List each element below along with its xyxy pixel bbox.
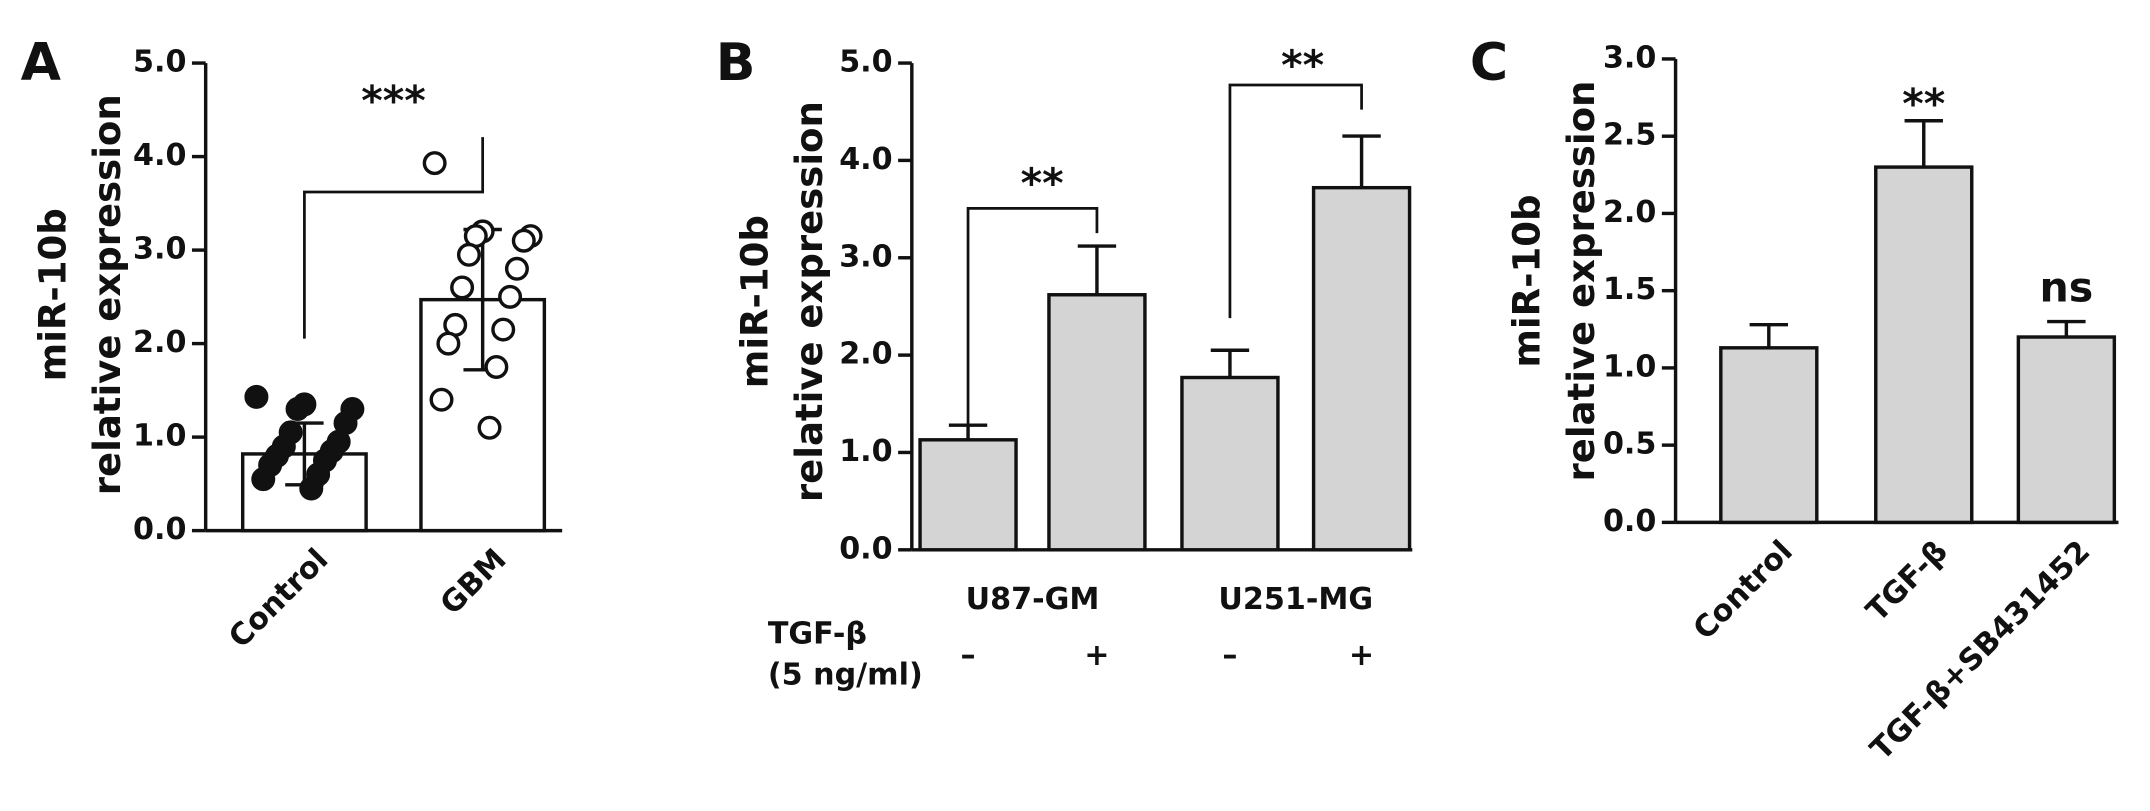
data-point [429,387,454,412]
panel-letter: B [716,33,756,93]
data-point [299,476,324,501]
treatment-label: TGF-β [768,616,867,651]
y-axis-label: relative expression [788,101,831,502]
panel-letter: A [21,33,62,93]
y-tick-label: 0.5 [1603,427,1656,462]
significance-bracket [1228,83,1363,319]
data-point [251,467,276,492]
data-point [504,256,529,281]
y-tick-label: 5.0 [133,45,186,80]
data-point [456,242,481,267]
bar [918,438,1018,552]
group-label: U87-GM [966,582,1100,617]
bar [1180,375,1280,552]
y-tick-label: 0.0 [133,512,186,547]
y-tick-label: 4.0 [839,142,892,177]
y-tick-label: 0.0 [1603,504,1656,539]
y-tick-label: 1.0 [133,419,186,454]
data-point [498,284,523,309]
treatment-sign: + [1349,638,1374,673]
significance-label: ** [1902,80,1945,128]
treatment-sign: – [961,638,976,673]
y-tick-label: 3.0 [133,232,186,267]
significance-bracket [303,137,485,339]
y-axis-label: miR-10b [1505,195,1548,368]
data-point [477,415,502,440]
data-point [244,384,269,409]
y-tick-label: 2.0 [839,337,892,372]
data-point [511,228,536,253]
treatment-sign: + [1084,638,1109,673]
y-tick-label: 0.0 [839,531,892,566]
data-point [450,275,475,300]
y-axis-label: miR-10b [31,208,74,381]
bar [1874,165,1974,525]
data-point [422,151,447,176]
significance-label: ** [1021,159,1064,207]
significance-label: ns [2039,264,2093,312]
significance-label: ** [1281,42,1324,90]
treatment-sign: – [1222,638,1237,673]
y-tick-label: 1.5 [1603,272,1656,307]
x-tick-label: TGF-β [1860,534,1955,629]
y-tick-label: 4.0 [133,138,186,173]
bar [2016,335,2117,525]
significance-label: *** [361,77,426,125]
group-label: U251-MG [1218,582,1373,617]
y-axis-label: relative expression [86,94,129,495]
y-tick-label: 1.0 [1603,349,1656,384]
y-tick-label: 2.0 [133,325,186,360]
x-tick-label: Control [222,542,335,655]
treatment-label: (5 ng/ml) [768,657,923,692]
bar [1047,293,1147,552]
y-tick-label: 2.0 [1603,195,1656,230]
data-point [436,331,461,356]
bar [1311,185,1412,552]
data-point [484,354,509,379]
bar [1719,346,1819,525]
x-tick-label: GBM [434,542,514,622]
y-tick-label: 3.0 [839,239,892,274]
x-tick-label: Control [1687,534,1800,647]
panel-letter: C [1470,33,1508,93]
y-axis-label: miR-10b [733,215,776,388]
significance-bracket [966,207,1099,426]
y-tick-label: 2.5 [1603,118,1656,153]
y-tick-label: 5.0 [839,45,892,80]
y-tick-label: 3.0 [1603,40,1656,75]
y-tick-label: 1.0 [839,434,892,469]
y-axis-label: relative expression [1560,81,1603,482]
data-point [491,317,516,342]
data-point [285,397,310,422]
